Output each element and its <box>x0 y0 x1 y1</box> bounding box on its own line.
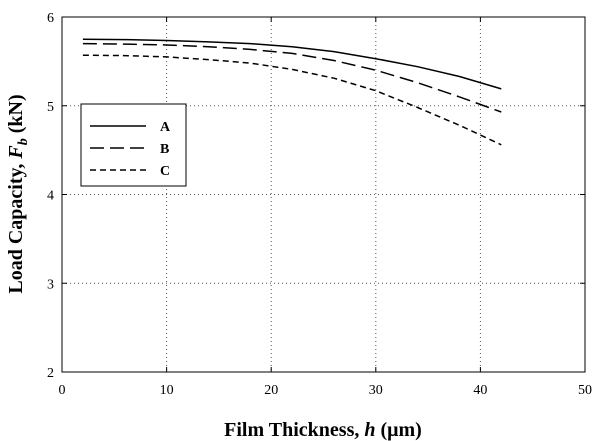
y-tick-label: 2 <box>47 366 54 381</box>
legend-label-b: B <box>160 142 169 157</box>
tick-labels: 0 10 20 30 40 50 2 3 4 5 6 <box>47 11 592 398</box>
series-line-b <box>82 42 502 113</box>
legend-box <box>80 103 187 187</box>
x-tick-label: 0 <box>59 383 66 398</box>
series-line-a <box>82 38 502 90</box>
series-layer <box>82 38 502 146</box>
x-axis-title: Film Thickness, h (μm) <box>224 419 422 441</box>
x-tick-label: 30 <box>369 383 383 398</box>
y-tick-label: 5 <box>47 100 54 115</box>
x-tick-label: 10 <box>160 383 174 398</box>
y-tick-label: 6 <box>47 11 54 26</box>
y-tick-label: 3 <box>47 277 54 292</box>
y-axis-title-unit: (kN) <box>5 94 27 138</box>
legend: ABC <box>80 103 187 187</box>
legend-items: ABC <box>90 120 171 179</box>
y-axis-title: Load Capacity, Fb (kN) <box>5 94 31 293</box>
y-axis-title-var: F <box>5 145 27 160</box>
y-axis-title-main: Load Capacity, <box>5 159 27 294</box>
x-axis-title-unit: (μm) <box>376 419 422 441</box>
x-tick-label: 20 <box>264 383 278 398</box>
y-tick-label: 4 <box>47 189 54 204</box>
x-tick-label: 40 <box>473 383 487 398</box>
x-axis-title-main: Film Thickness, <box>224 419 364 441</box>
y-axis-title-sub: b <box>16 138 31 145</box>
x-axis-title-var: h <box>364 419 375 441</box>
legend-label-a: A <box>160 120 171 135</box>
x-tick-label: 50 <box>578 383 592 398</box>
tick-marks <box>61 16 586 373</box>
legend-label-c: C <box>160 164 170 179</box>
